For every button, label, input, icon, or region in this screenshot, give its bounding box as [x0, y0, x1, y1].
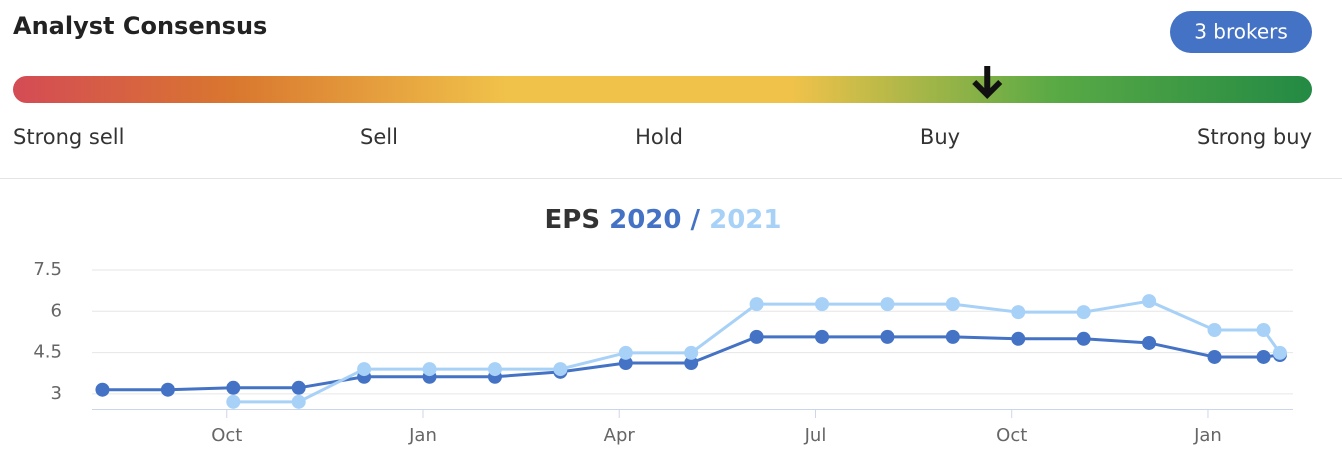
- data-point: [487, 362, 502, 377]
- data-point: [1207, 349, 1222, 364]
- data-point: [95, 382, 110, 397]
- data-point: [880, 297, 895, 312]
- series-line: [233, 299, 1282, 404]
- brokers-button[interactable]: [1170, 11, 1312, 53]
- x-tick-label: Oct: [211, 425, 242, 446]
- y-tick-label: 3: [51, 383, 62, 404]
- y-tick-label: 4.5: [33, 342, 62, 363]
- title-series-1: 2021: [709, 205, 781, 235]
- gauge-arrow: [972, 66, 1003, 99]
- data-point: [160, 382, 175, 397]
- x-tick-label: Apr: [604, 425, 636, 446]
- title-main: EPS: [545, 205, 601, 235]
- data-point: [684, 345, 699, 360]
- gauge-label: Strong buy: [1197, 125, 1312, 149]
- header-title: Analyst Consensus: [13, 12, 267, 40]
- title-series-0: 2020: [609, 205, 681, 235]
- brokers-label[interactable]: 3 brokers: [1194, 20, 1288, 44]
- data-point: [291, 394, 306, 409]
- x-tick-label: Jan: [1193, 425, 1222, 446]
- data-point: [226, 380, 241, 395]
- x-tick-label: Oct: [996, 425, 1027, 446]
- data-point: [1256, 323, 1271, 338]
- data-point: [1076, 305, 1091, 320]
- data-point: [1076, 331, 1091, 346]
- x-tick-label: Jan: [408, 425, 437, 446]
- data-point: [226, 394, 241, 409]
- data-point: [1256, 349, 1271, 364]
- chart-title: EPS 2020 / 2021: [545, 205, 782, 235]
- data-point: [1207, 323, 1222, 338]
- gauge-label: Strong sell: [13, 125, 124, 149]
- data-point: [815, 297, 830, 312]
- data-point: [1142, 335, 1157, 350]
- gauge-bar: [13, 76, 1312, 103]
- data-point: [1011, 331, 1026, 346]
- data-point: [684, 356, 699, 371]
- data-point: [1011, 305, 1026, 320]
- data-point: [422, 362, 437, 377]
- data-point: [1272, 345, 1287, 360]
- y-tick-label: 6: [51, 300, 62, 321]
- x-tick-label: Jul: [804, 425, 827, 446]
- data-point: [618, 345, 633, 360]
- data-point: [749, 329, 764, 344]
- data-point: [618, 356, 633, 371]
- series-line: [102, 335, 1281, 392]
- title-separator: /: [691, 205, 701, 235]
- gauge-label: Buy: [920, 125, 960, 149]
- data-point: [357, 362, 372, 377]
- data-point: [945, 329, 960, 344]
- gauge-label: Hold: [635, 125, 683, 149]
- y-tick-label: 7.5: [33, 259, 62, 280]
- data-point: [880, 329, 895, 344]
- data-point: [945, 297, 960, 312]
- gauge-label: Sell: [360, 125, 398, 149]
- data-point: [1142, 294, 1157, 309]
- data-point: [749, 297, 764, 312]
- data-point: [815, 329, 830, 344]
- data-point: [553, 362, 568, 377]
- data-point: [291, 380, 306, 395]
